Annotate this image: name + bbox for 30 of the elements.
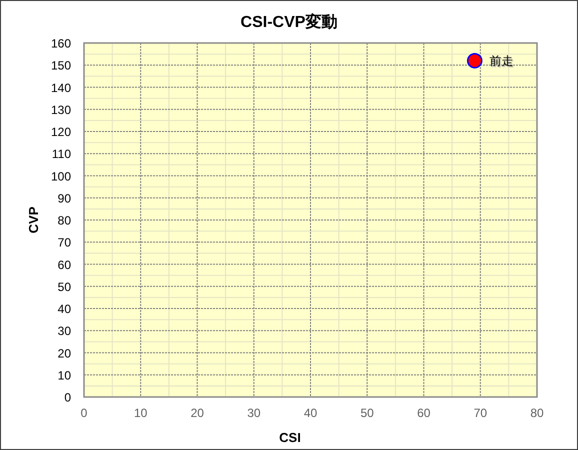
y-tick-label: 120 (50, 125, 72, 139)
y-tick-label: 130 (50, 102, 72, 117)
y-tick-label: 20 (58, 346, 72, 360)
y-tick-label: 150 (50, 58, 72, 73)
y-tick-label: 30 (58, 324, 72, 338)
y-tick-label: 100 (50, 169, 72, 184)
x-tick-label: 80 (530, 406, 544, 420)
y-tick-label: 70 (58, 236, 72, 250)
y-axis-title: CVP (26, 206, 41, 234)
y-tick-label: 40 (58, 302, 72, 316)
y-tick-label: 110 (52, 147, 72, 162)
x-tick-label: 0 (80, 406, 88, 420)
y-tick-label: 80 (58, 214, 72, 228)
y-tick-label: 60 (58, 258, 72, 272)
y-tick-label: 10 (58, 368, 72, 382)
y-tick-label: 0 (64, 390, 72, 404)
x-tick-label: 60 (417, 406, 431, 420)
y-tick-label: 50 (58, 280, 72, 294)
x-tick-label: 20 (190, 406, 204, 420)
chart-title: CSI-CVP変動 (240, 12, 338, 31)
x-tick-label: 30 (247, 406, 261, 420)
x-tick-label: 40 (304, 406, 318, 420)
y-tick-label: 140 (50, 80, 72, 95)
x-axis-title: CSI (279, 430, 301, 445)
x-tick-label: 50 (360, 406, 374, 420)
y-tick-label: 90 (58, 191, 72, 206)
x-tick-label: 70 (474, 406, 488, 420)
y-tick-label: 160 (50, 36, 72, 50)
series-label: 前走 (490, 54, 514, 68)
x-tick-label: 10 (134, 406, 148, 420)
